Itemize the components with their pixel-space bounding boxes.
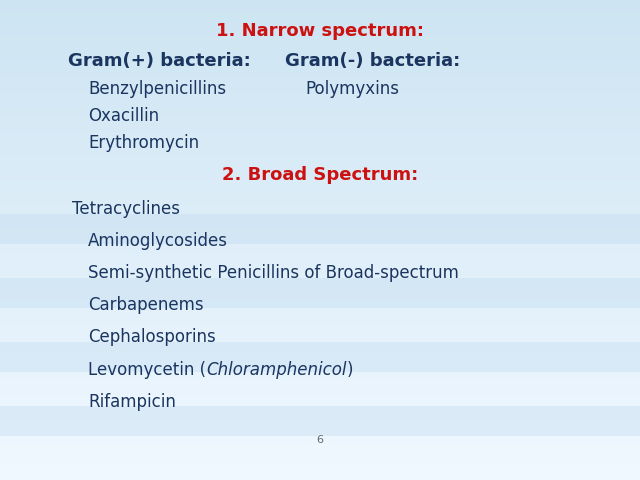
Text: ): ) [346,361,353,379]
Bar [0,406,640,436]
Bar [0,342,640,372]
Bar [0,278,640,308]
Text: 1. Narrow spectrum:: 1. Narrow spectrum: [216,22,424,40]
Text: Rifampicin: Rifampicin [88,393,176,411]
Text: Oxacillin: Oxacillin [88,107,159,125]
Text: Tetracyclines: Tetracyclines [72,200,180,218]
Text: Benzylpenicillins: Benzylpenicillins [88,80,226,98]
Text: Semi-synthetic Penicillins of Broad-spectrum: Semi-synthetic Penicillins of Broad-spec… [88,264,459,282]
Text: Aminoglycosides: Aminoglycosides [88,232,228,250]
Text: 2. Broad Spectrum:: 2. Broad Spectrum: [222,166,418,184]
Text: Cephalosporins: Cephalosporins [88,328,216,346]
Text: Gram(+) bacteria:: Gram(+) bacteria: [68,52,251,70]
Text: Gram(-) bacteria:: Gram(-) bacteria: [285,52,460,70]
Text: Polymyxins: Polymyxins [305,80,399,98]
Text: Erythromycin: Erythromycin [88,134,199,152]
Text: Carbapenems: Carbapenems [88,296,204,314]
Text: 6: 6 [317,435,323,445]
Text: Levomycetin (: Levomycetin ( [88,361,206,379]
Bar [0,214,640,244]
Text: Chloramphenicol: Chloramphenicol [206,361,346,379]
